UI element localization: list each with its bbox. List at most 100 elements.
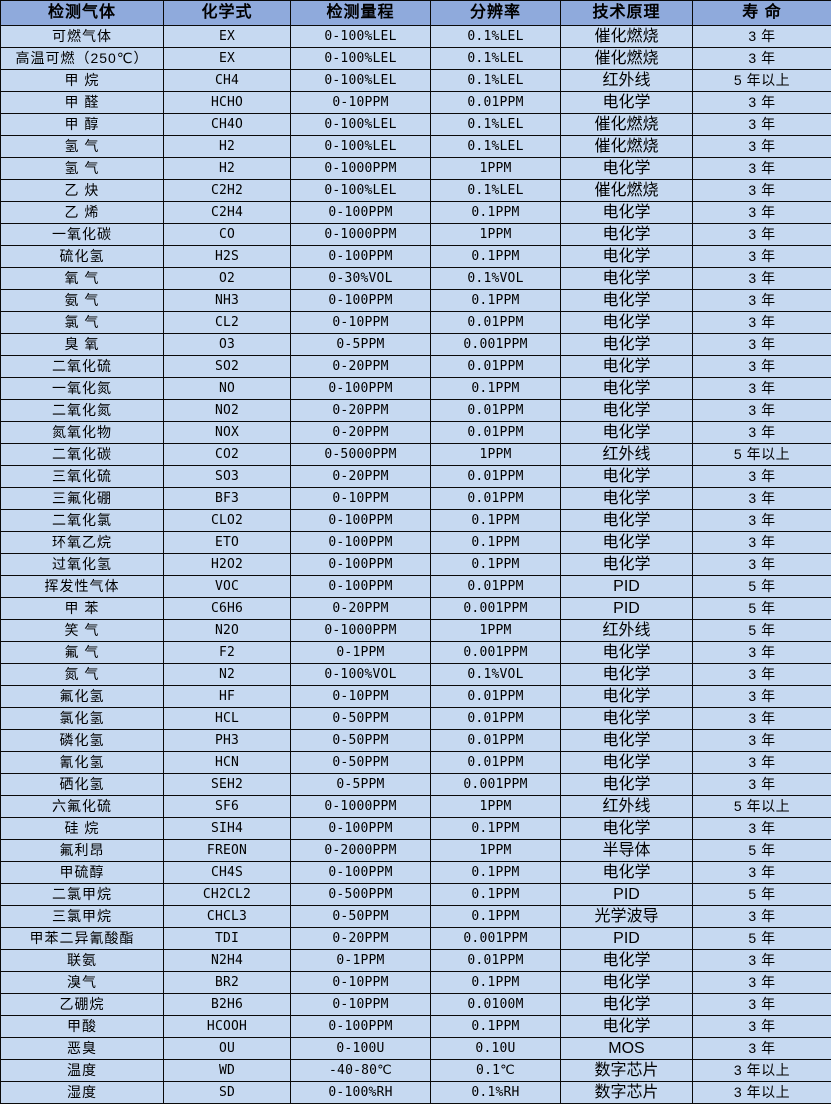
cell-resolution: 0.1PPM <box>431 290 561 312</box>
cell-range: 0-1PPM <box>291 642 431 664</box>
cell-gas: 一氧化碳 <box>1 224 164 246</box>
cell-technology: 红外线 <box>561 70 693 92</box>
cell-formula: EX <box>164 26 291 48</box>
cell-resolution: 0.1%LEL <box>431 70 561 92</box>
cell-range: 0-100PPM <box>291 246 431 268</box>
cell-range: 0-20PPM <box>291 422 431 444</box>
cell-range: 0-5PPM <box>291 774 431 796</box>
cell-formula: TDI <box>164 928 291 950</box>
cell-resolution: 0.1℃ <box>431 1060 561 1082</box>
cell-life: 3 年以上 <box>693 1060 831 1082</box>
cell-technology: 电化学 <box>561 708 693 730</box>
cell-gas: 笑 气 <box>1 620 164 642</box>
column-header-formula: 化学式 <box>164 1 291 26</box>
cell-range: 0-50PPM <box>291 708 431 730</box>
cell-gas: 氧 气 <box>1 268 164 290</box>
cell-resolution: 0.1PPM <box>431 862 561 884</box>
cell-range: 0-100%RH <box>291 1082 431 1104</box>
cell-resolution: 0.1PPM <box>431 554 561 576</box>
cell-range: 0-10PPM <box>291 312 431 334</box>
cell-gas: 氟 气 <box>1 642 164 664</box>
cell-technology: 电化学 <box>561 554 693 576</box>
cell-resolution: 0.1%LEL <box>431 48 561 70</box>
cell-range: 0-5PPM <box>291 334 431 356</box>
cell-resolution: 0.01PPM <box>431 752 561 774</box>
cell-resolution: 0.01PPM <box>431 950 561 972</box>
cell-range: 0-1PPM <box>291 950 431 972</box>
cell-life: 3 年 <box>693 972 831 994</box>
cell-life: 3 年 <box>693 114 831 136</box>
cell-gas: 六氟化硫 <box>1 796 164 818</box>
cell-formula: WD <box>164 1060 291 1082</box>
cell-range: -40-80℃ <box>291 1060 431 1082</box>
cell-range: 0-100%LEL <box>291 26 431 48</box>
cell-range: 0-100PPM <box>291 532 431 554</box>
cell-gas: 氟利昂 <box>1 840 164 862</box>
cell-range: 0-50PPM <box>291 730 431 752</box>
cell-formula: PH3 <box>164 730 291 752</box>
cell-formula: N2H4 <box>164 950 291 972</box>
cell-technology: 电化学 <box>561 334 693 356</box>
cell-life: 5 年以上 <box>693 70 831 92</box>
cell-range: 0-100PPM <box>291 862 431 884</box>
column-header-life: 寿 命 <box>693 1 831 26</box>
cell-technology: 红外线 <box>561 444 693 466</box>
cell-life: 3 年 <box>693 532 831 554</box>
cell-resolution: 0.01PPM <box>431 92 561 114</box>
cell-life: 3 年 <box>693 26 831 48</box>
cell-gas: 臭 氧 <box>1 334 164 356</box>
cell-life: 3 年 <box>693 994 831 1016</box>
cell-range: 0-100%LEL <box>291 70 431 92</box>
cell-formula: OU <box>164 1038 291 1060</box>
cell-gas: 甲 醇 <box>1 114 164 136</box>
cell-technology: 电化学 <box>561 994 693 1016</box>
cell-technology: 电化学 <box>561 642 693 664</box>
cell-resolution: 0.1%LEL <box>431 180 561 202</box>
cell-technology: PID <box>561 884 693 906</box>
cell-range: 0-100PPM <box>291 378 431 400</box>
cell-gas: 挥发性气体 <box>1 576 164 598</box>
cell-gas: 一氧化氮 <box>1 378 164 400</box>
cell-life: 5 年 <box>693 840 831 862</box>
cell-life: 3 年 <box>693 818 831 840</box>
cell-technology: 电化学 <box>561 422 693 444</box>
cell-formula: BF3 <box>164 488 291 510</box>
cell-range: 0-20PPM <box>291 466 431 488</box>
cell-gas: 可燃气体 <box>1 26 164 48</box>
cell-gas: 乙 炔 <box>1 180 164 202</box>
cell-gas: 恶臭 <box>1 1038 164 1060</box>
cell-technology: 电化学 <box>561 202 693 224</box>
cell-gas: 二氧化碳 <box>1 444 164 466</box>
cell-resolution: 0.01PPM <box>431 400 561 422</box>
cell-resolution: 1PPM <box>431 158 561 180</box>
cell-gas: 硫化氢 <box>1 246 164 268</box>
cell-formula: O2 <box>164 268 291 290</box>
cell-life: 3 年 <box>693 1016 831 1038</box>
cell-formula: NOX <box>164 422 291 444</box>
cell-formula: SD <box>164 1082 291 1104</box>
cell-range: 0-50PPM <box>291 752 431 774</box>
cell-resolution: 1PPM <box>431 620 561 642</box>
cell-technology: 电化学 <box>561 312 693 334</box>
cell-range: 0-100%LEL <box>291 48 431 70</box>
cell-life: 3 年 <box>693 334 831 356</box>
cell-life: 5 年以上 <box>693 444 831 466</box>
cell-technology: 光学波导 <box>561 906 693 928</box>
